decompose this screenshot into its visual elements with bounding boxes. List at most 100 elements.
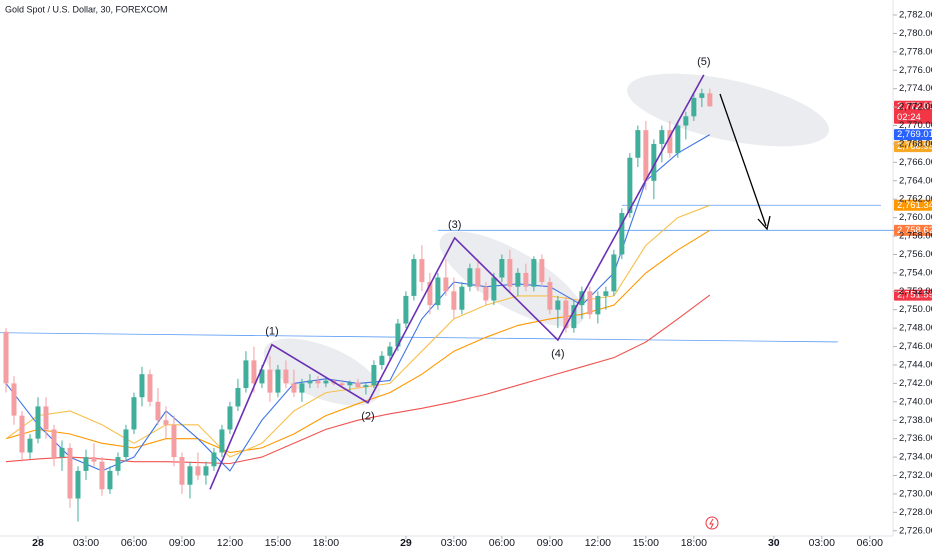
- candle-body: [707, 93, 713, 107]
- candle-body: [219, 429, 225, 453]
- candle-body: [587, 291, 593, 315]
- price-tag: [894, 289, 932, 301]
- wave-label: (2): [361, 411, 374, 423]
- candle-body: [699, 93, 705, 98]
- candle-body: [243, 360, 249, 389]
- candle-body: [483, 286, 489, 301]
- chart-title: Gold Spot / U.S. Dollar, 30, FOREXCOM: [5, 4, 168, 14]
- candle-body: [611, 254, 617, 292]
- y-tick-label: 2,738.00: [899, 415, 932, 426]
- candle-body: [387, 346, 393, 356]
- icon-bolt: [709, 518, 714, 529]
- candle-body: [67, 447, 73, 499]
- y-tick-label: 2,740.00: [899, 396, 932, 407]
- y-tick-label: 2,754.00: [899, 267, 932, 278]
- moving-average: [5, 294, 711, 465]
- candle-body: [35, 406, 41, 439]
- wave-line: [209, 74, 705, 490]
- y-tick-label: 2,772.00: [899, 102, 932, 113]
- candle-body: [267, 369, 273, 393]
- forecast-arrow: [719, 93, 771, 231]
- y-tick-label: 2,736.00: [899, 433, 932, 444]
- candle-body: [139, 374, 145, 398]
- x-tick-label: 18:00: [681, 537, 707, 549]
- candle-body: [99, 461, 105, 490]
- price-tag-label: 2,769.01: [897, 129, 932, 140]
- price-tag-label: 2,768.95: [897, 141, 932, 152]
- x-tick-label: 03:00: [441, 537, 467, 549]
- candle-body: [283, 369, 289, 384]
- price-tag-label: 2,751.59: [897, 290, 932, 301]
- y-tick-label: 2,770.00: [899, 120, 932, 131]
- candle-body: [635, 130, 641, 158]
- candle-body: [235, 388, 241, 407]
- x-tick-label: 06:00: [857, 537, 883, 549]
- y-tick-label: 2,764.00: [899, 175, 932, 186]
- candle-body: [163, 420, 169, 425]
- moving-average: [5, 229, 711, 454]
- candle-body: [411, 259, 417, 296]
- candle-body: [451, 291, 457, 310]
- x-tick-label: 03:00: [809, 537, 835, 549]
- x-tick-label: 12:00: [217, 537, 243, 549]
- candle-body: [307, 380, 313, 384]
- x-tick-label: 03:00: [73, 537, 99, 549]
- candle-body: [659, 130, 665, 144]
- candle-body: [315, 380, 321, 384]
- ellipse: [627, 73, 829, 147]
- x-tick-label: 18:00: [313, 537, 339, 549]
- candle-body: [43, 406, 49, 430]
- candle-body: [539, 259, 545, 283]
- candle-body: [395, 323, 401, 347]
- y-tick-label: 2,732.00: [899, 470, 932, 481]
- candle-body: [123, 429, 129, 458]
- candle-body: [195, 466, 201, 476]
- y-tick-label: 2,752.00: [899, 286, 932, 297]
- candle-body: [3, 331, 9, 384]
- wave-label: (1): [265, 326, 278, 338]
- candle-body: [363, 385, 369, 388]
- price-tag: [894, 129, 932, 141]
- candle-body: [259, 369, 265, 384]
- candle-body: [347, 382, 353, 386]
- y-tick-label: 2,728.00: [899, 507, 932, 518]
- y-tick-label: 2,766.00: [899, 157, 932, 168]
- x-tick-label: 29: [400, 537, 412, 549]
- x-tick-label: 09:00: [169, 537, 195, 549]
- candle-body: [475, 268, 481, 287]
- candle-body: [323, 380, 329, 384]
- flash-icon: [705, 516, 719, 530]
- x-tick-label: 15:00: [265, 537, 291, 549]
- price-tag-label: 2,761.34: [897, 200, 932, 211]
- y-tick-label: 2,756.00: [899, 249, 932, 260]
- candle-body: [91, 457, 97, 462]
- candle-body: [619, 213, 625, 255]
- price-tag-label: 2,758.62: [897, 225, 932, 236]
- candle-body: [547, 282, 553, 310]
- y-tick-label: 2,774.00: [899, 83, 932, 94]
- candle-body: [531, 259, 537, 287]
- plot: (1)(2)(3)(4)(5)2,772.0902:242,769.012,76…: [0, 56, 932, 522]
- candle-body: [443, 277, 449, 292]
- x-tick-label: 06:00: [489, 537, 515, 549]
- y-tick-label: 2,782.00: [899, 10, 932, 21]
- candle-body: [51, 429, 57, 458]
- candle-body: [507, 259, 513, 287]
- candle-body: [667, 130, 673, 154]
- candle-body: [147, 374, 153, 402]
- icon-ring: [705, 516, 719, 530]
- countdown: 02:24: [897, 112, 921, 123]
- y-tick-label: 2,746.00: [899, 341, 932, 352]
- candle-body: [603, 291, 609, 296]
- candle-body: [435, 277, 441, 306]
- candle-body: [227, 406, 233, 430]
- candle-body: [683, 116, 689, 126]
- candle-body: [27, 438, 33, 453]
- candle-body: [75, 470, 81, 499]
- candle-body: [203, 466, 209, 476]
- candle-body: [179, 457, 185, 485]
- price-tag: [894, 199, 932, 211]
- y-tick-label: 2,778.00: [899, 46, 932, 57]
